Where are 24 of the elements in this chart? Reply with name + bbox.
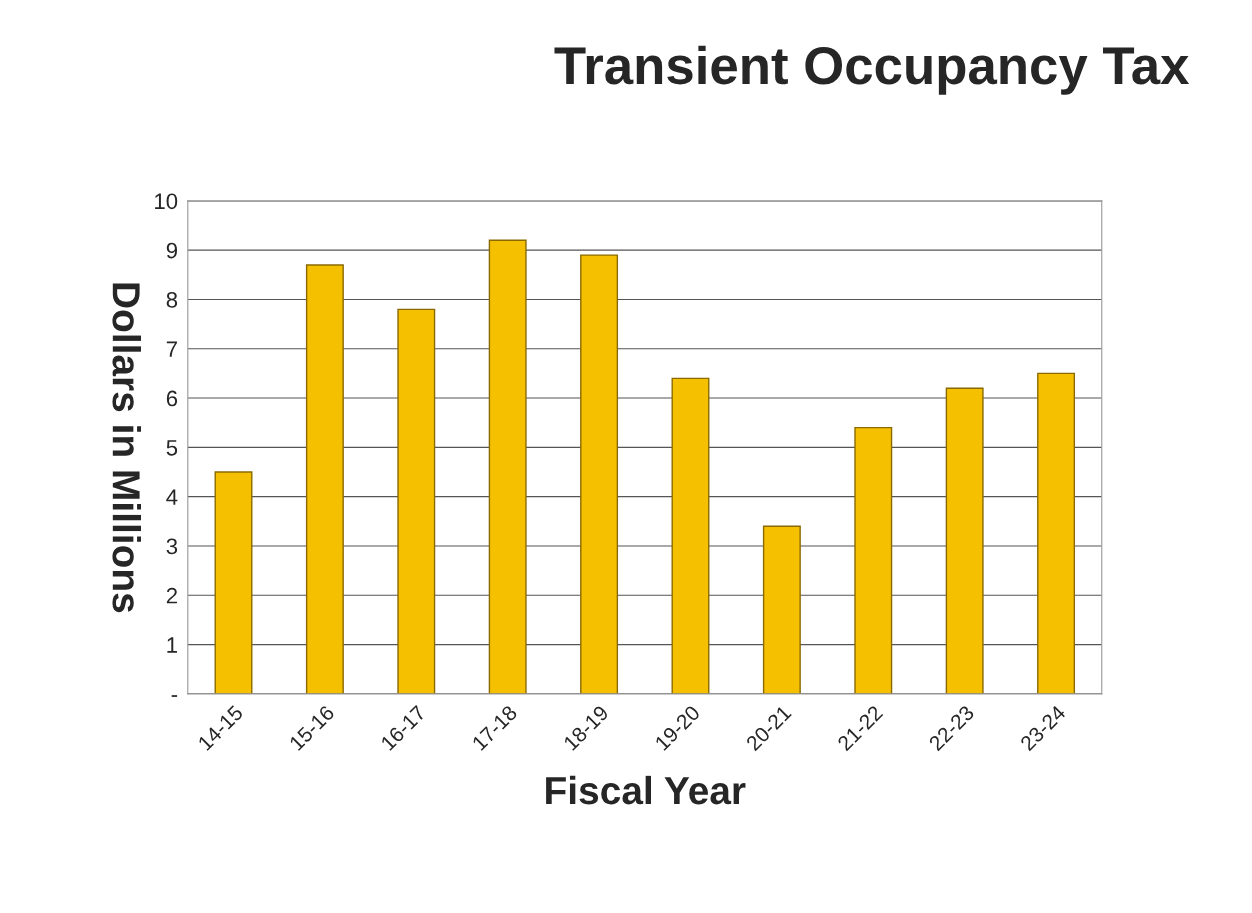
bar [945,387,984,694]
bar [1037,372,1076,694]
bar [488,239,527,694]
y-tick-label: 6 [166,390,178,407]
bar [762,525,801,694]
y-tick-label: 4 [166,489,178,505]
y-tick-label: 2 [166,587,177,604]
bar [214,471,253,694]
chart-title: Transient Occupancy Tax [554,45,1190,95]
bar [580,254,619,694]
bar [671,377,710,694]
y-axis-title: Dollars in Millions [112,283,141,613]
y-tick-label: 1 [167,637,177,653]
y-tick-label: 8 [166,292,178,308]
bar [854,426,893,694]
bar [305,264,344,694]
y-tick-label: 10 [155,193,178,210]
y-tick-label: 7 [166,341,177,357]
x-axis-title: Fiscal Year [546,775,746,805]
y-tick-label: 9 [166,242,178,259]
y-tick-label: 5 [166,440,178,456]
y-tick-label: - [171,695,178,697]
y-tick-label: 3 [166,538,178,555]
bar [397,308,436,694]
